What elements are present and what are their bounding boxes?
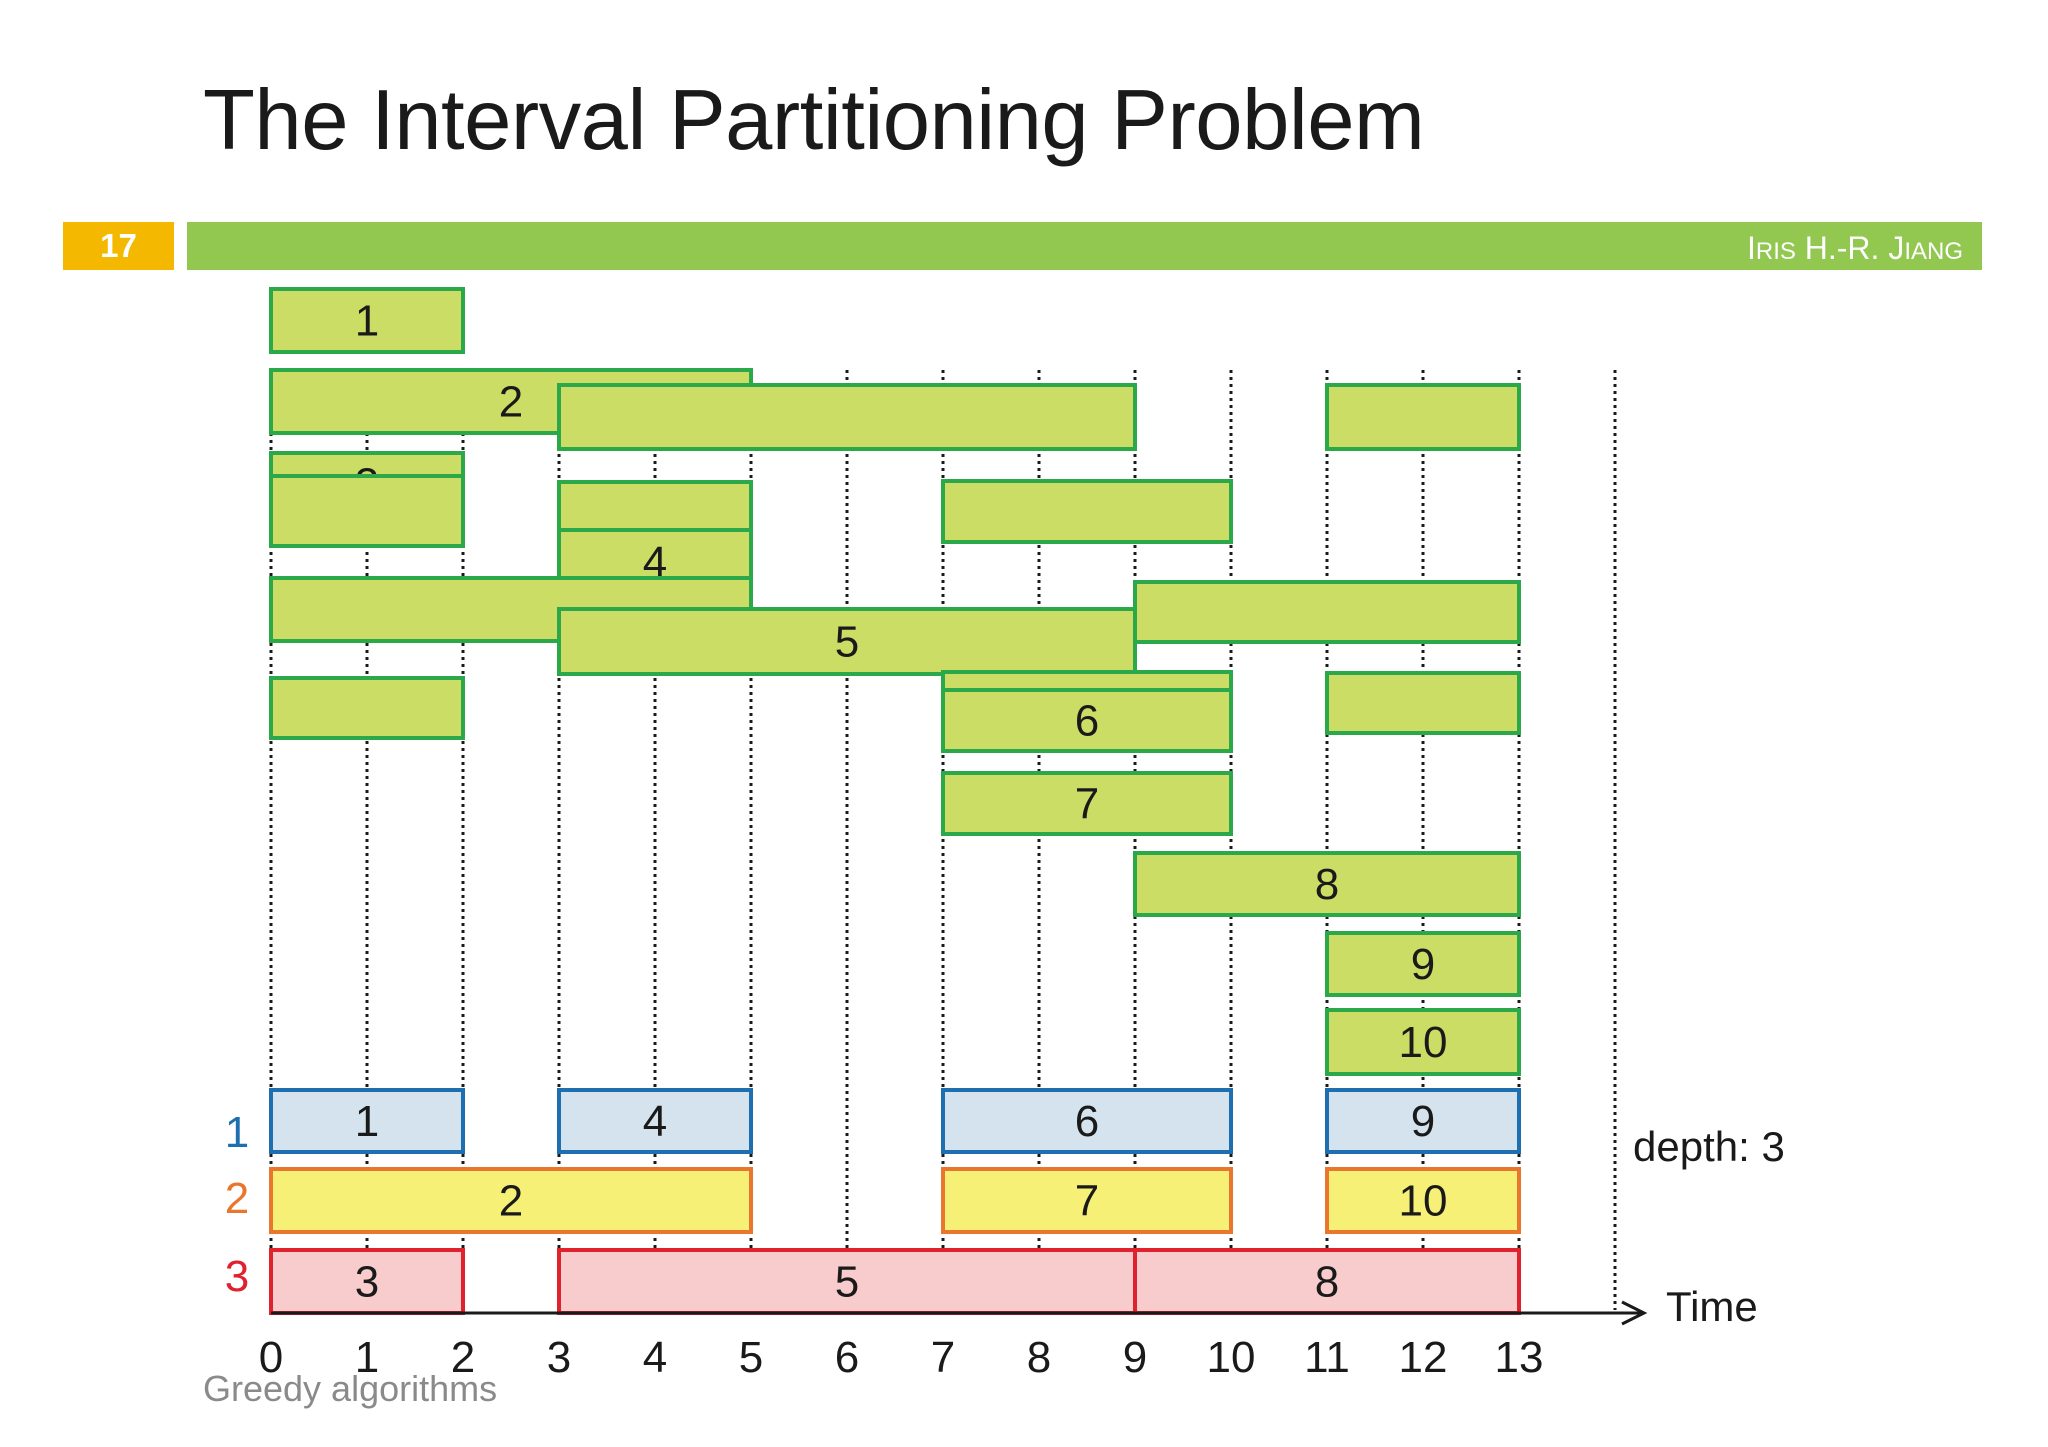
schedule-label: 5	[835, 1258, 859, 1307]
author-initial: I	[1746, 230, 1756, 266]
request-bar	[269, 474, 465, 548]
request-bar	[1133, 851, 1521, 917]
request-label: 6	[1075, 697, 1099, 746]
tick-label: 6	[835, 1333, 859, 1382]
request-label: 2	[499, 378, 523, 427]
schedule-bar-resource-1	[941, 1088, 1233, 1154]
request-bar	[941, 479, 1233, 544]
tick-label: 3	[547, 1333, 571, 1382]
author-first-rest: RIS	[1755, 238, 1796, 265]
request-bar	[941, 771, 1233, 836]
tick-label: 4	[643, 1333, 667, 1382]
resource-label: 1	[225, 1108, 249, 1157]
request-bar	[1325, 383, 1521, 451]
tick-label: 10	[1207, 1333, 1256, 1382]
tick-label: 9	[1123, 1333, 1147, 1382]
footer-text: Greedy algorithms	[203, 1368, 498, 1409]
depth-label: depth: 3	[1633, 1123, 1785, 1170]
request-bar	[1325, 931, 1521, 997]
slide-title: The Interval Partitioning Problem	[203, 73, 1425, 168]
schedule-label: 6	[1075, 1097, 1099, 1146]
schedule-label: 8	[1315, 1258, 1339, 1307]
schedule-intervals: 1 4 6 9 2 7 10 3 5 8	[269, 1088, 1521, 1315]
time-axis-label: Time	[1666, 1283, 1758, 1330]
request-bar	[1133, 580, 1521, 644]
request-label: 9	[1411, 940, 1435, 989]
schedule-bar-resource-2	[1325, 1167, 1521, 1234]
time-axis-arrowhead	[1621, 1300, 1648, 1326]
request-bar	[1325, 671, 1521, 735]
author-name: IRIS H.-R. JIANG	[1747, 230, 1963, 267]
schedule-label: 9	[1411, 1097, 1435, 1146]
tick-label: 11	[1304, 1333, 1350, 1382]
tick-label: 1	[355, 1333, 379, 1382]
page-number-badge: 17	[63, 222, 174, 270]
resource-labels: 1 2 3	[225, 1108, 249, 1301]
header-bar: IRIS H.-R. JIANG	[187, 222, 1982, 270]
schedule-bar-resource-2	[269, 1167, 753, 1234]
request-label: 5	[835, 618, 859, 667]
schedule-bar-resource-2	[941, 1167, 1233, 1234]
schedule-label: 7	[1075, 1177, 1099, 1226]
author-middle: H.-R. J	[1795, 230, 1905, 266]
request-bar	[557, 607, 1137, 676]
request-bar	[557, 383, 1137, 451]
schedule-label: 2	[499, 1177, 523, 1226]
tick-label: 0	[259, 1333, 283, 1382]
schedule-bar-resource-1	[269, 1088, 465, 1154]
request-label: 10	[1399, 1018, 1448, 1067]
request-bar	[269, 287, 465, 354]
request-bar	[557, 480, 753, 532]
request-bar	[269, 676, 465, 740]
request-bar	[1325, 1008, 1521, 1076]
tick-label: 5	[739, 1333, 763, 1382]
tick-label: 8	[1027, 1333, 1051, 1382]
schedule-label: 4	[643, 1097, 667, 1146]
schedule-label: 1	[355, 1097, 379, 1146]
schedule-bar-resource-1	[1325, 1088, 1521, 1154]
request-label: 1	[355, 297, 379, 346]
resource-label: 3	[225, 1252, 249, 1301]
time-axis	[271, 1300, 1648, 1326]
schedule-bar-resource-3	[1133, 1248, 1521, 1315]
tick-labels: 0 1 2 3 4 5 6 7 8 9 10 11 12 13	[259, 1333, 1544, 1382]
tick-label: 13	[1495, 1333, 1544, 1382]
schedule-label: 3	[355, 1258, 379, 1307]
request-bar	[941, 688, 1233, 753]
request-bar	[941, 670, 1233, 692]
tick-label: 7	[931, 1333, 955, 1382]
schedule-label: 10	[1399, 1177, 1448, 1226]
schedule-bar-resource-1	[557, 1088, 753, 1154]
resource-label: 2	[225, 1174, 249, 1223]
tick-label: 12	[1399, 1333, 1448, 1382]
request-label: 8	[1315, 860, 1339, 909]
author-last-rest: IANG	[1904, 238, 1963, 265]
request-label: 7	[1075, 780, 1099, 829]
tick-label: 2	[451, 1333, 475, 1382]
